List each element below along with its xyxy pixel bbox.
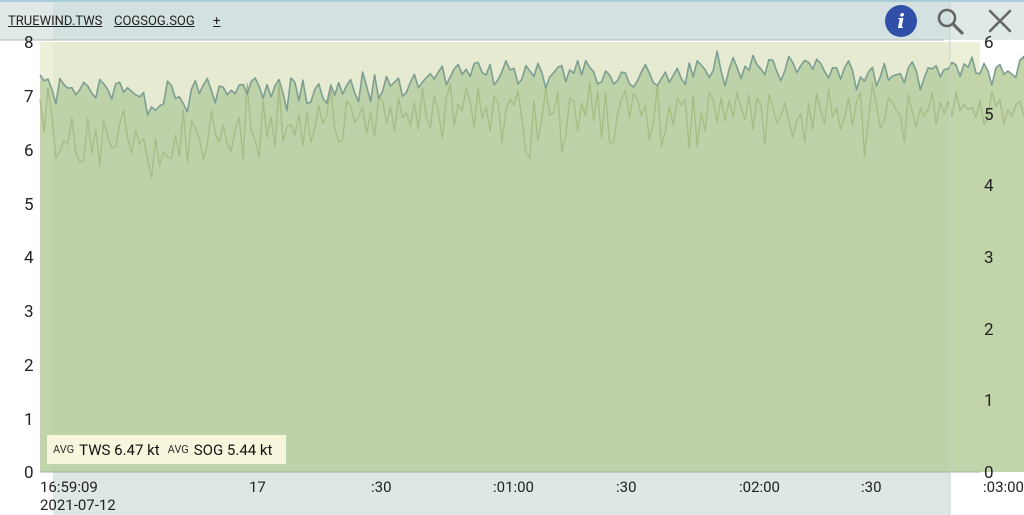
x-axis-tick: :30	[861, 478, 882, 496]
top-border	[0, 0, 1024, 2]
right-axis-tick: 0	[984, 463, 994, 483]
x-axis-tick: 17	[249, 478, 266, 496]
left-axis-tick: 5	[24, 195, 34, 215]
sog-line	[39, 81, 1024, 179]
averages-box: AVG TWS 6.47 kt AVG SOG 5.44 kt	[47, 435, 287, 464]
series-link-cogsog-sog[interactable]: COGSOG.SOG	[114, 14, 195, 29]
right-axis-tick: 2	[984, 320, 994, 340]
left-axis-tick: 8	[24, 33, 34, 53]
left-axis-tick: 4	[24, 248, 34, 268]
right-axis-tick: 4	[984, 176, 994, 196]
x-axis-tick: :30	[371, 478, 392, 496]
info-icon: i	[885, 5, 917, 37]
x-axis-tick: :01:00	[493, 478, 534, 496]
left-axis-tick: 3	[24, 302, 34, 322]
zoom-button[interactable]	[933, 4, 967, 38]
left-axis-tick: 0	[24, 463, 34, 483]
close-button[interactable]	[983, 4, 1017, 38]
avg-tws-value: TWS 6.47 kt	[79, 440, 160, 459]
x-axis-tick: :30	[616, 478, 637, 496]
selection-footer	[53, 472, 950, 515]
avg-tag: AVG	[53, 443, 75, 456]
avg-sog-value: SOG 5.44 kt	[193, 440, 273, 459]
tws-area	[40, 51, 1024, 472]
x-axis-tick: :03:00	[983, 478, 1024, 496]
right-axis-tick: 5	[984, 105, 994, 125]
selection-header	[53, 0, 950, 40]
right-axis-tick: 3	[984, 248, 994, 268]
series-link-truewind-tws[interactable]: TRUEWIND.TWS	[8, 14, 103, 29]
right-axis-tick: 1	[984, 391, 994, 411]
info-button[interactable]: i	[884, 4, 918, 38]
add-series-button[interactable]: +	[213, 14, 221, 29]
tws-line	[39, 50, 1024, 116]
avg-tag: AVG	[167, 443, 189, 456]
close-icon	[988, 9, 1012, 33]
x-axis-tick: :02:00	[739, 478, 780, 496]
left-axis-tick: 1	[24, 410, 34, 430]
x-axis-date-label: 2021-07-12	[40, 496, 116, 514]
zoom-icon	[937, 8, 964, 35]
right-axis-tick: 6	[984, 33, 994, 53]
left-axis-tick: 7	[24, 87, 34, 107]
left-axis-tick: 2	[24, 356, 34, 376]
left-axis-tick: 6	[24, 141, 34, 161]
chart-toolbar: TRUEWIND.TWS COGSOG.SOG + i	[0, 0, 1024, 40]
x-axis-tick: 16:59:09	[40, 478, 98, 496]
